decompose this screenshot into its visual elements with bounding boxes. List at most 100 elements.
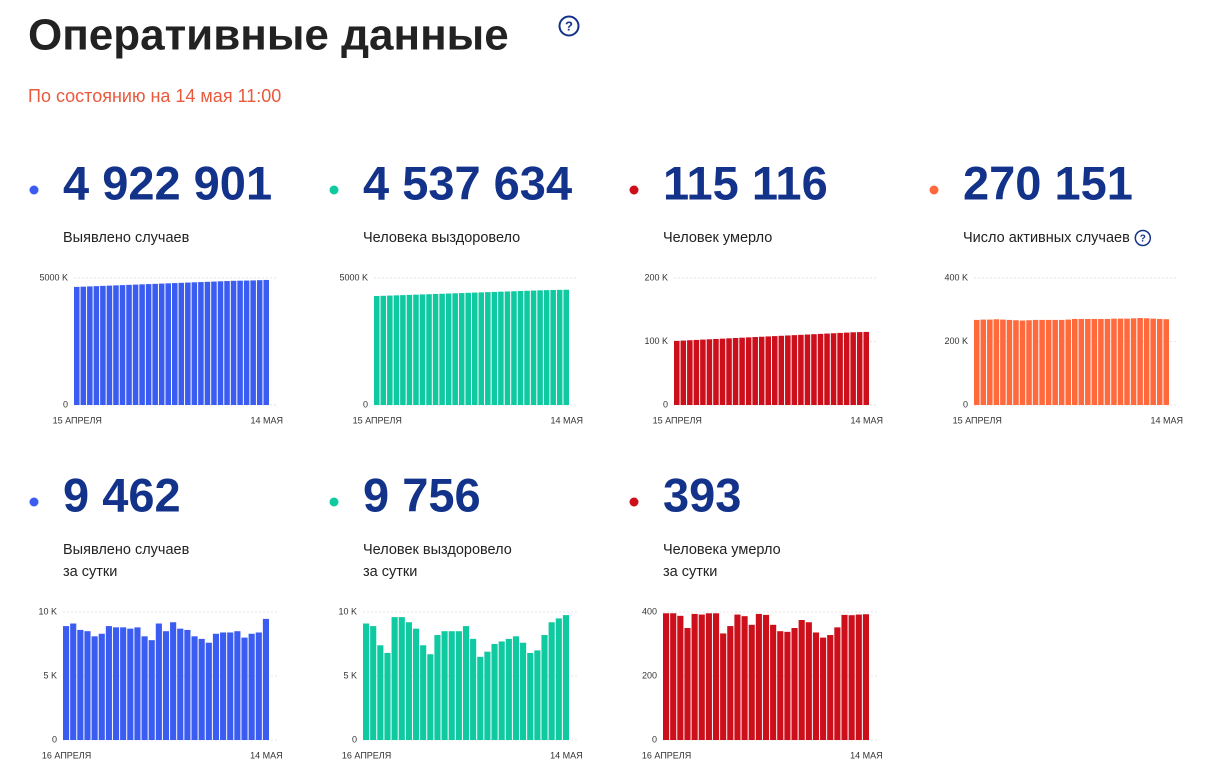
bar	[211, 281, 217, 405]
bar	[248, 633, 255, 740]
y-tick-label: 0	[352, 734, 357, 744]
bar	[205, 642, 212, 740]
status-dot	[329, 497, 339, 507]
metric-label: Человека выздоровело	[363, 230, 520, 246]
y-tick-label: 200	[642, 670, 657, 680]
bar	[762, 614, 770, 740]
bar	[1137, 318, 1143, 405]
bar	[434, 635, 441, 740]
bar	[148, 640, 155, 740]
y-tick-label: 10 K	[38, 606, 57, 616]
bar	[726, 338, 732, 405]
bar	[237, 280, 243, 405]
x-tick-label: 15 АПРЕЛЯ	[653, 415, 702, 425]
bar	[693, 339, 700, 405]
y-tick-label: 0	[652, 734, 657, 744]
bar	[112, 627, 120, 740]
bar	[255, 632, 262, 740]
bar	[172, 283, 178, 405]
bar	[706, 339, 713, 405]
bar	[455, 631, 462, 740]
bar	[691, 613, 698, 740]
page-title: Оперативные данные	[28, 11, 509, 60]
bar	[204, 281, 211, 405]
x-tick-label: 16 АПРЕЛЯ	[342, 750, 391, 760]
bar	[1032, 319, 1039, 405]
bar	[98, 633, 105, 740]
bar	[712, 613, 720, 740]
y-tick-label: 400 K	[944, 272, 968, 282]
bar	[820, 637, 827, 740]
bar	[439, 293, 445, 405]
bar	[80, 286, 87, 405]
bar	[241, 637, 248, 740]
bar	[106, 285, 113, 405]
help-icon[interactable]	[1134, 229, 1152, 247]
bar	[511, 291, 517, 405]
metric-label: Человека умерло	[663, 542, 781, 558]
bar	[363, 623, 370, 740]
bar	[1019, 320, 1026, 405]
metric-label: за сутки	[363, 564, 417, 580]
bar	[524, 290, 530, 405]
metric-label: Человек выздоровело	[363, 542, 512, 558]
bar	[77, 629, 84, 740]
bar	[705, 613, 712, 740]
x-tick-label: 16 АПРЕЛЯ	[642, 750, 691, 760]
help-icon-text[interactable]: ?	[1140, 234, 1146, 245]
bar	[556, 289, 563, 405]
status-dot	[629, 497, 639, 507]
bar	[804, 334, 811, 405]
bar	[798, 334, 804, 405]
big-number: 4 537 634	[363, 156, 572, 209]
bar	[178, 282, 185, 405]
bar	[127, 628, 134, 740]
bar	[113, 285, 119, 405]
bar	[758, 336, 765, 405]
bar	[562, 615, 569, 740]
bar	[862, 614, 869, 740]
bar	[165, 283, 171, 405]
bar	[184, 629, 191, 740]
bar	[1006, 319, 1013, 405]
help-icon[interactable]	[558, 15, 580, 37]
bar	[91, 636, 98, 740]
bar	[541, 635, 548, 740]
bar	[100, 285, 106, 405]
bar	[426, 294, 432, 405]
bar	[563, 289, 569, 405]
bar	[74, 286, 80, 405]
bar	[170, 622, 177, 740]
bar	[485, 292, 491, 405]
bar	[398, 617, 405, 740]
bar	[537, 290, 543, 405]
bar	[772, 336, 778, 405]
bar	[105, 626, 112, 740]
y-tick-label: 0	[363, 399, 368, 409]
bar	[993, 319, 1000, 405]
bar	[777, 631, 784, 740]
bar	[162, 631, 170, 740]
bar	[855, 614, 862, 740]
bar	[980, 319, 987, 405]
y-tick-label: 10 K	[338, 606, 357, 616]
bar	[498, 291, 504, 405]
bar	[987, 319, 993, 405]
bar	[1000, 319, 1006, 405]
metric-label: за сутки	[663, 564, 717, 580]
y-tick-label: 5000 K	[39, 272, 68, 282]
bar	[419, 294, 426, 405]
bar	[811, 334, 817, 405]
status-dot	[929, 185, 939, 195]
big-number: 9 756	[363, 468, 481, 521]
bar	[770, 624, 777, 740]
bar	[830, 333, 837, 405]
bar	[812, 632, 820, 740]
bar	[848, 615, 855, 740]
bar	[827, 635, 834, 740]
bar	[134, 627, 141, 740]
bar	[448, 631, 455, 740]
bar	[817, 333, 824, 405]
help-icon-text[interactable]: ?	[565, 18, 573, 33]
status-dot	[29, 185, 39, 195]
